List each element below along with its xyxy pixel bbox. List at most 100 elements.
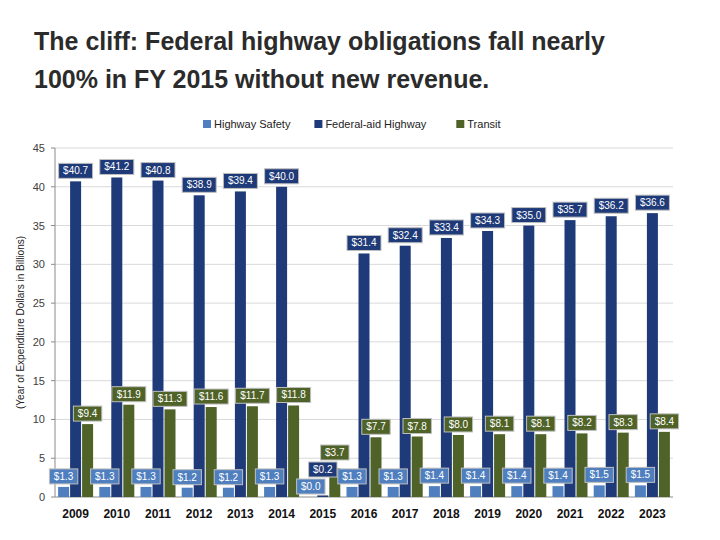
bar	[535, 434, 546, 497]
bar	[618, 433, 629, 497]
data-label-group: $35.0	[512, 208, 546, 223]
data-label-group: $1.4	[420, 468, 448, 483]
x-tick-label: 2017	[392, 507, 419, 521]
data-label-box	[388, 228, 422, 243]
data-label-group: $34.3	[471, 213, 505, 228]
grid-line	[55, 148, 673, 149]
data-label: $34.3	[475, 215, 500, 226]
data-label: $8.2	[572, 417, 592, 428]
x-tick-label: 2019	[474, 507, 501, 521]
data-label-box	[153, 391, 187, 406]
data-label-group: $38.9	[182, 177, 216, 192]
legend-label: Transit	[467, 118, 500, 130]
x-tick-label: 2018	[433, 507, 460, 521]
data-label-box	[379, 469, 407, 484]
data-label: $11.3	[158, 393, 183, 404]
data-label-group: $8.4	[650, 414, 678, 429]
data-label: $39.4	[228, 175, 253, 186]
data-label: $1.4	[548, 470, 568, 481]
data-label-box	[173, 470, 201, 485]
legend-swatch	[456, 120, 464, 128]
data-label: $41.2	[104, 161, 129, 172]
data-label-box	[635, 195, 669, 210]
data-label-box	[49, 469, 77, 484]
data-label-group: $3.7	[321, 445, 349, 460]
data-label-box	[650, 414, 678, 429]
data-label: $1.3	[260, 471, 280, 482]
data-label-group: $1.3	[379, 469, 407, 484]
data-label: $35.0	[516, 210, 541, 221]
y-tick-label: 45	[33, 142, 45, 154]
bar	[565, 220, 576, 497]
y-tick	[51, 419, 55, 420]
data-label-group: $39.4	[223, 173, 257, 188]
data-label-box	[223, 173, 257, 188]
data-label-box	[461, 468, 489, 483]
grid-line	[55, 186, 673, 187]
data-label-group: $11.3	[153, 391, 187, 406]
data-label-group: $1.3	[132, 469, 160, 484]
bar	[400, 246, 411, 497]
data-label-box	[277, 387, 311, 402]
bar	[194, 195, 205, 497]
data-label: $1.2	[219, 472, 239, 483]
legend-swatch	[314, 120, 322, 128]
data-label-group: $8.0	[444, 417, 472, 432]
data-label-group: $33.4	[429, 220, 463, 235]
x-tick-label: 2015	[309, 507, 336, 521]
data-label-group: $0.0	[297, 479, 325, 494]
x-tick-label: 2016	[351, 507, 378, 521]
data-label-group: $1.4	[503, 468, 531, 483]
y-tick	[51, 225, 55, 226]
x-tick-label: 2023	[639, 507, 666, 521]
data-label-box	[347, 235, 381, 250]
bar	[99, 487, 110, 497]
data-label: $1.4	[507, 470, 527, 481]
bar	[58, 487, 69, 497]
data-label-group: $1.4	[461, 468, 489, 483]
data-label-group: $8.1	[485, 416, 513, 431]
data-label-box	[429, 220, 463, 235]
data-label-box	[309, 462, 337, 477]
data-label: $7.7	[366, 421, 386, 432]
y-tick-label: 40	[33, 181, 45, 193]
legend-label: Federal-aid Highway	[325, 118, 426, 130]
y-tick-label: 10	[33, 413, 45, 425]
data-label: $8.1	[531, 418, 551, 429]
data-label-group: $36.6	[635, 195, 669, 210]
data-label-box	[297, 479, 325, 494]
bar	[153, 181, 164, 497]
data-label-group: $36.2	[594, 198, 628, 213]
data-label-group: $8.1	[527, 416, 555, 431]
data-label: $1.3	[342, 471, 362, 482]
data-label: $35.7	[557, 204, 582, 215]
data-label-group: $1.3	[338, 469, 366, 484]
data-label: $9.4	[78, 408, 98, 419]
data-label: $11.7	[240, 390, 265, 401]
data-label-group: $7.7	[362, 419, 390, 434]
data-label-group: $31.4	[347, 235, 381, 250]
data-label-box	[585, 467, 613, 482]
data-label: $36.2	[599, 200, 624, 211]
data-label-box	[444, 417, 472, 432]
bar	[182, 488, 193, 497]
data-label: $11.6	[199, 391, 224, 402]
data-label-box	[568, 415, 596, 430]
x-tick-label: 2020	[515, 507, 542, 521]
bar	[276, 187, 287, 497]
y-tick-label: 20	[33, 336, 45, 348]
data-label-box	[485, 416, 513, 431]
y-tick	[51, 380, 55, 381]
bar	[141, 487, 152, 497]
data-label: $11.8	[281, 389, 306, 400]
data-label-box	[609, 415, 637, 430]
data-label-group: $1.3	[255, 469, 283, 484]
data-labels: $1.3$40.7$9.4$1.3$41.2$11.9$1.3$40.8$11.…	[49, 159, 678, 494]
data-label-group: $41.2	[100, 159, 134, 174]
data-label-box	[338, 469, 366, 484]
data-label: $1.3	[95, 471, 115, 482]
data-label-group: $1.5	[626, 467, 654, 482]
data-label: $40.0	[269, 171, 294, 182]
bar	[388, 487, 399, 497]
data-label: $8.4	[655, 416, 675, 427]
